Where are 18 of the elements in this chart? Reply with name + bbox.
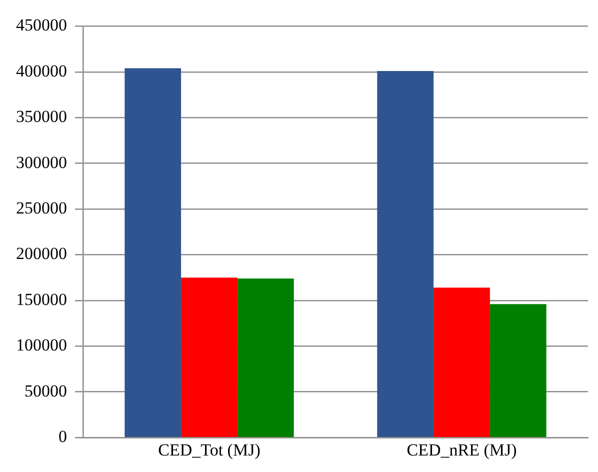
y-tick-label: 450000 xyxy=(16,16,67,35)
y-tick-label: 50000 xyxy=(24,381,67,400)
bar xyxy=(181,278,238,437)
y-tick-label: 400000 xyxy=(16,61,67,80)
y-tick-label: 250000 xyxy=(16,198,67,218)
bar xyxy=(237,278,294,437)
y-tick-label: 200000 xyxy=(16,244,67,264)
x-tick-label: CED_nRE (MJ) xyxy=(406,440,517,460)
y-tick-label: 150000 xyxy=(16,290,67,309)
y-tick-label: 0 xyxy=(58,427,67,446)
bar xyxy=(124,68,182,437)
bar xyxy=(377,70,434,437)
y-tick-label: 300000 xyxy=(16,152,67,172)
y-tick-label: 350000 xyxy=(16,107,67,126)
x-tick-label: CED_Tot (MJ) xyxy=(158,440,260,460)
bar xyxy=(490,304,546,437)
bar xyxy=(434,288,490,437)
y-tick-label: 100000 xyxy=(16,336,67,355)
